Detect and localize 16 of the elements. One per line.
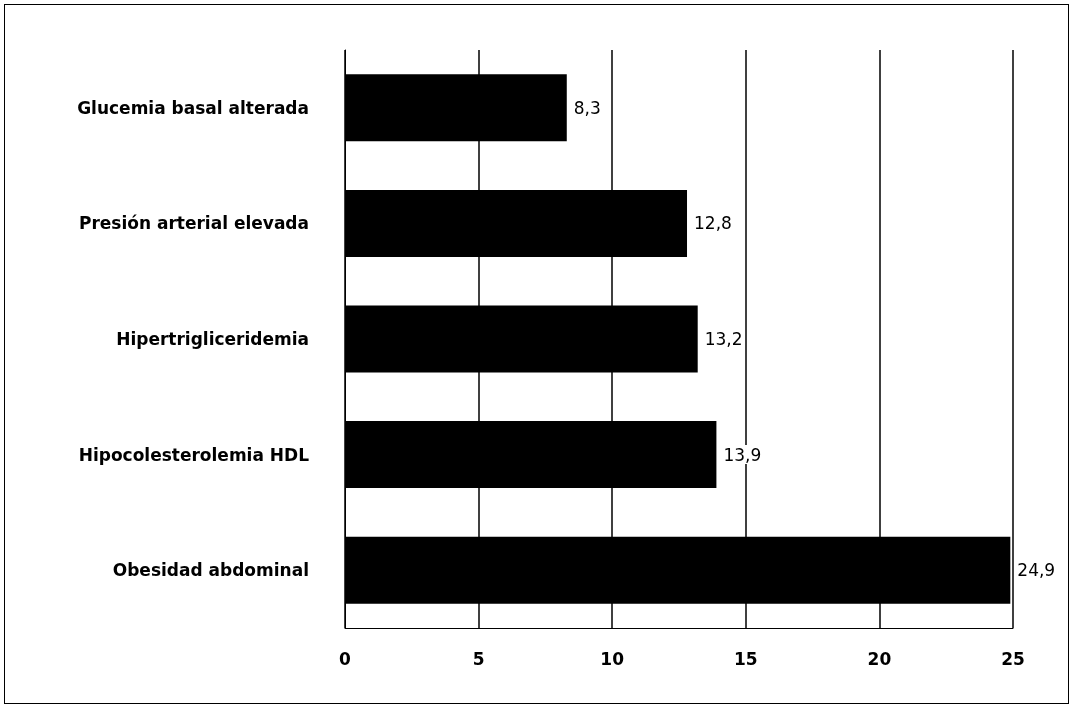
data-label: 13,2: [704, 329, 743, 349]
x-tick-label: 15: [733, 648, 758, 669]
y-tick-label: Presión arterial elevada: [78, 213, 309, 234]
y-tick-label: Glucemia basal alterada: [77, 97, 309, 118]
data-label: 12,8: [694, 213, 732, 234]
y-tick-label: Obesidad abdominal: [112, 560, 309, 581]
y-tick-label: Hipertrigliceridemia: [116, 329, 309, 349]
x-tick-label: 25: [1001, 648, 1025, 669]
x-tick-label: 20: [867, 648, 892, 669]
y-tick-label: Hipocolesterolemia HDL: [78, 444, 310, 465]
x-tick-label: 0: [339, 648, 352, 669]
data-label: 13,9: [723, 444, 762, 465]
data-label: 8,3: [573, 97, 601, 118]
x-tick-label: 5: [472, 648, 485, 669]
x-tick-label: 10: [600, 648, 625, 669]
data-label: 24,9: [1017, 560, 1056, 581]
